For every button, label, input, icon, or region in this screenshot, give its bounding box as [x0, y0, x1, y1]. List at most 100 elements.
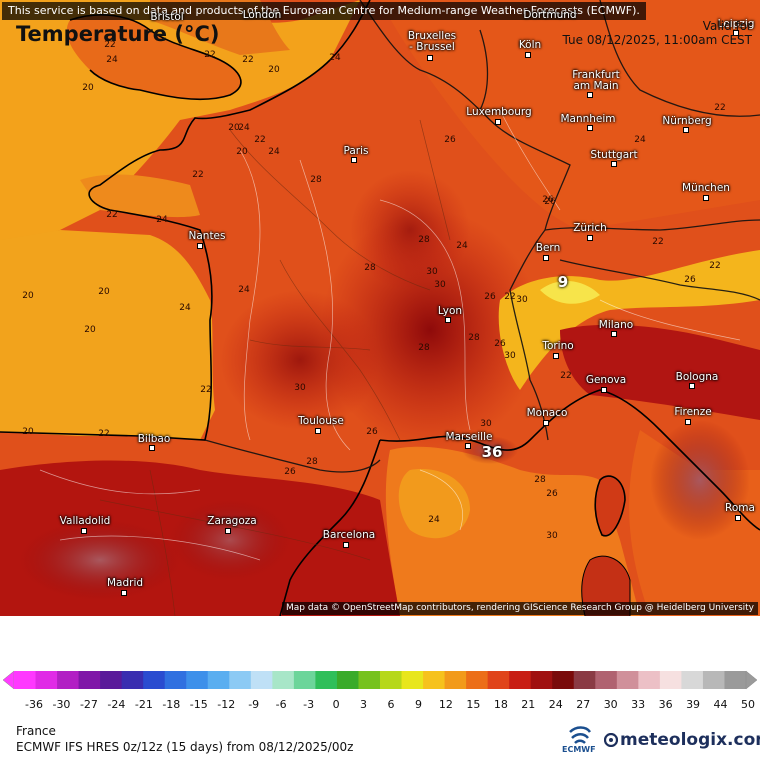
scale-cell	[616, 671, 639, 689]
scale-cell	[487, 671, 510, 689]
scale-cell	[401, 671, 424, 689]
scale-tick-label: -30	[52, 698, 71, 711]
city-dot-zaragoza	[225, 528, 231, 534]
scale-cell	[100, 671, 123, 689]
borders	[204, 0, 760, 473]
region-name: France	[16, 724, 56, 738]
isotherm-label: 20	[22, 291, 34, 301]
city-label-zurich: Zürich	[573, 222, 607, 234]
scale-tick-label: -36	[25, 698, 43, 711]
isotherm-label: 24	[238, 123, 250, 133]
city-dot-milano	[611, 331, 617, 337]
scale-cell	[659, 671, 682, 689]
scale-tick-label: 39	[686, 698, 701, 711]
isotherm-label: 22	[652, 237, 664, 247]
city-label-nurnberg: Nürnberg	[662, 115, 712, 127]
scale-tick-label: 12	[438, 698, 453, 711]
isotherm-label: 30	[546, 531, 558, 541]
isotherm-label: 24	[268, 147, 280, 157]
city-dot-firenze	[685, 419, 691, 425]
ecmwf-logo-icon	[569, 726, 592, 744]
map-attribution: Map data © OpenStreetMap contributors, r…	[282, 602, 758, 615]
isotherm-label: 28	[468, 333, 480, 343]
city-dot-torino	[553, 353, 559, 359]
isotherm-label: 26	[366, 427, 378, 437]
city-label-barcelona: Barcelona	[322, 529, 376, 541]
scale-cell	[186, 671, 209, 689]
isotherm-label: 22	[204, 50, 216, 60]
isotherm-label: 30	[480, 419, 492, 429]
city-dot-bologna	[689, 383, 695, 389]
scale-cell	[423, 671, 446, 689]
city-dot-stuttgart	[611, 161, 617, 167]
isotherm-label: 22	[104, 40, 116, 50]
city-label-london: London	[242, 9, 282, 21]
scale-tick-label: 33	[631, 698, 646, 711]
city-label-torino: Torino	[542, 340, 574, 352]
scale-cell	[229, 671, 252, 689]
meteologix-brand[interactable]: meteologix.com	[620, 730, 760, 750]
city-label-marseille: Marseille	[445, 431, 493, 443]
city-dot-paris	[351, 157, 357, 163]
isotherm-label: 24	[634, 135, 646, 145]
isotherm-label: 24	[428, 515, 440, 525]
isotherm-label: 20	[98, 287, 110, 297]
city-label-toulouse: Toulouse	[298, 415, 344, 427]
scale-tick-label: 50	[741, 698, 755, 711]
isotherm-label: 26	[484, 292, 496, 302]
city-dot-munchen	[703, 195, 709, 201]
isotherm-label: 22	[714, 103, 726, 113]
city-label-paris: Paris	[343, 145, 369, 157]
parameter-title: Temperature (°C)	[16, 22, 220, 46]
isotherm-label: 28	[534, 475, 546, 485]
scale-cell	[358, 671, 381, 689]
scale-cell	[552, 671, 575, 689]
scale-tick-label: 15	[466, 698, 481, 711]
ecmwf-logo-text: ECMWF	[562, 745, 596, 754]
city-label-genova: Genova	[585, 374, 627, 386]
scale-tick-label: -24	[107, 698, 126, 711]
scale-tick-label: -6	[275, 698, 287, 711]
scale-tick-label: -27	[79, 698, 98, 711]
city-dot-frankfurt	[587, 92, 593, 98]
isotherm-label: 22	[504, 292, 516, 302]
city-dot-leipzig	[733, 30, 739, 36]
temperature-map[interactable]: This service is based on data and produc…	[0, 0, 760, 616]
isotherm-label: 26	[684, 275, 696, 285]
scale-cell	[57, 671, 80, 689]
scale-cell	[573, 671, 596, 689]
isotherm-label: 30	[516, 295, 528, 305]
valid-time: Tue 08/12/2025, 11:00am CEST	[562, 33, 752, 47]
scale-cell	[293, 671, 316, 689]
scale-tick-label: 30	[603, 698, 618, 711]
city-label-roma: Roma	[725, 502, 755, 514]
scale-cell	[121, 671, 144, 689]
city-label-madrid: Madrid	[106, 577, 144, 589]
scale-tick-label: -3	[303, 698, 315, 711]
isotherm-label: 24	[156, 215, 168, 225]
isotherm-label: 30	[434, 280, 446, 290]
city-label-stuttgart: Stuttgart	[590, 149, 638, 161]
scale-cell	[78, 671, 101, 689]
isotherm-label: 24	[329, 53, 341, 63]
city-dot-bern	[543, 255, 549, 261]
city-dot-mannheim	[587, 125, 593, 131]
city-dot-genova	[601, 387, 607, 393]
isotherm-label: 20	[228, 123, 240, 133]
scale-cell	[724, 671, 747, 689]
isotherm-label: 22	[200, 385, 212, 395]
scale-cell	[509, 671, 532, 689]
city-label-nantes: Nantes	[188, 230, 226, 242]
isotherm-label: 26	[284, 467, 296, 477]
scale-tick-label: -18	[162, 698, 181, 711]
scale-cell	[681, 671, 704, 689]
isotherm-label: 20	[236, 147, 248, 157]
scale-cell	[164, 671, 187, 689]
city-dot-valladolid	[81, 528, 87, 534]
isotherm-label: 30	[294, 383, 306, 393]
scale-cell	[14, 671, 37, 689]
scale-tick-label: 36	[658, 698, 673, 711]
scale-cell	[315, 671, 338, 689]
scale-tick-label: -9	[248, 698, 260, 711]
ecmwf-notice-banner: This service is based on data and produc…	[2, 2, 646, 20]
